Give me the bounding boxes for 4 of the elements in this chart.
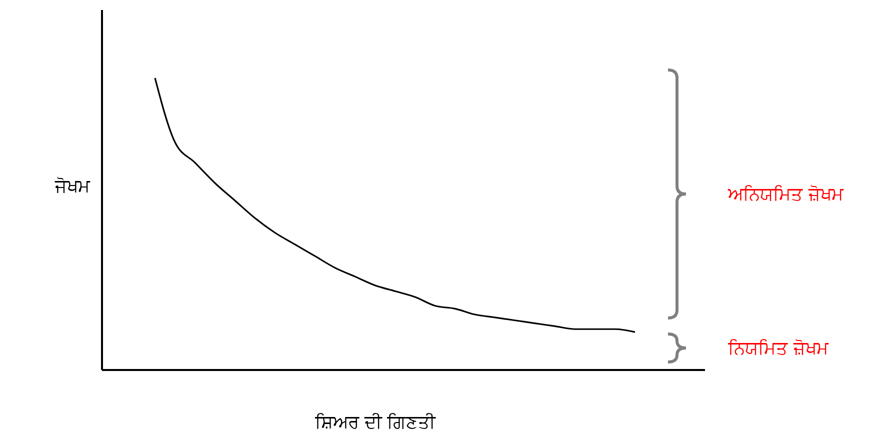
y-axis-title: ਜੋਖਮ: [54, 176, 91, 197]
text: ਨਿਯਮਿਤ ਜ਼ੋਖਮ: [727, 338, 830, 360]
x-axis-title: ਸ਼ਿਅਰ ਦੀ ਗਿਣਤੀ: [314, 412, 436, 433]
text: ਅਨਿਯਮਿਤ ਜ਼ੋਖਮ: [727, 184, 845, 206]
